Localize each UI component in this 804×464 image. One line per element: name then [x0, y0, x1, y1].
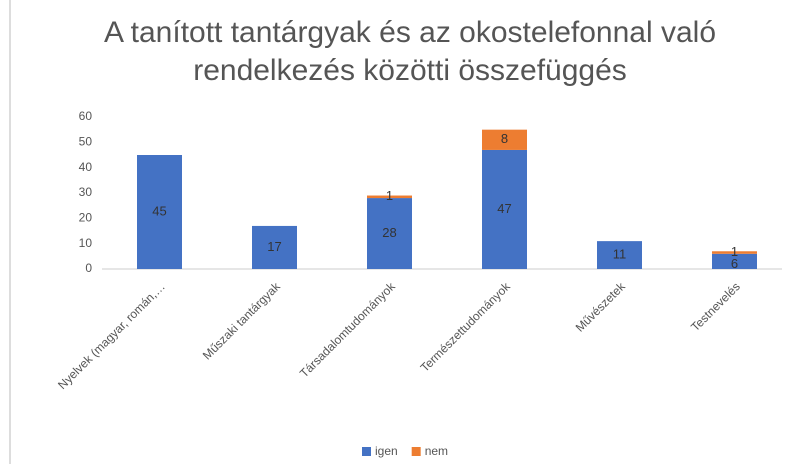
data-label: 11: [613, 247, 627, 262]
y-tick-label: 40: [79, 160, 93, 174]
data-label: 28: [382, 225, 396, 240]
y-tick-label: 10: [79, 236, 93, 250]
y-tick-label: 0: [85, 261, 92, 275]
bar-segment: [367, 195, 412, 199]
legend-label: igen: [375, 444, 398, 458]
bar-segment: [712, 251, 757, 254]
data-label: 45: [152, 203, 166, 218]
data-label: 1: [386, 188, 393, 203]
bar-segment: [252, 225, 297, 269]
x-tick-label: Műszaki tantárgyak: [200, 279, 284, 363]
data-label: 1: [731, 244, 738, 259]
bar-segment: [367, 198, 412, 269]
bar-segment: [712, 253, 757, 269]
bar-segment: [137, 155, 182, 269]
legend-swatch: [411, 447, 421, 456]
y-tick-label: 60: [79, 109, 93, 123]
legend-swatch: [362, 447, 371, 456]
chart-title: A tanított tantárgyak és az okostelefonn…: [103, 16, 717, 87]
data-label: 17: [267, 239, 281, 254]
x-tick-label: Természettudományok: [418, 279, 514, 375]
x-tick-label: Művészetek: [573, 279, 629, 335]
data-label: 6: [731, 256, 738, 271]
bar-segment: [597, 241, 642, 269]
x-tick-label: Társadalomtudományok: [297, 279, 399, 381]
y-tick-label: 50: [79, 135, 93, 149]
x-tick-label: Testnevelés: [688, 279, 743, 334]
data-label: 47: [497, 201, 511, 216]
legend-label: nem: [425, 444, 448, 458]
bar-segment: [482, 129, 527, 150]
y-tick-label: 20: [79, 211, 93, 225]
y-tick-label: 30: [79, 185, 93, 199]
x-tick-label: Nyelvek (magyar, román,…: [55, 279, 168, 392]
data-label: 8: [501, 131, 508, 146]
bar-segment: [482, 149, 527, 269]
